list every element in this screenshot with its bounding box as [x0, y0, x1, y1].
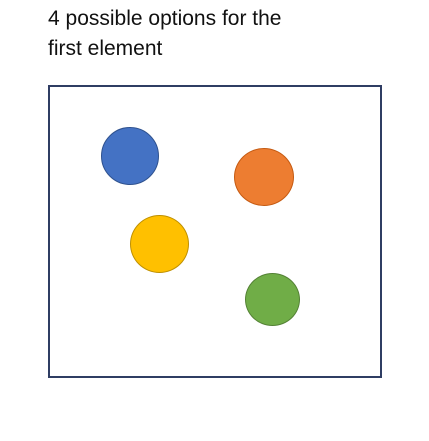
- orange-circle: [234, 148, 294, 206]
- diagram-caption: 4 possible options for the first element: [48, 4, 408, 64]
- blue-circle: [101, 127, 159, 185]
- green-circle: [245, 273, 300, 326]
- yellow-circle: [130, 215, 189, 273]
- caption-line-1: 4 possible options for the: [48, 7, 282, 30]
- options-box: [48, 85, 382, 378]
- caption-line-2: first element: [48, 37, 163, 60]
